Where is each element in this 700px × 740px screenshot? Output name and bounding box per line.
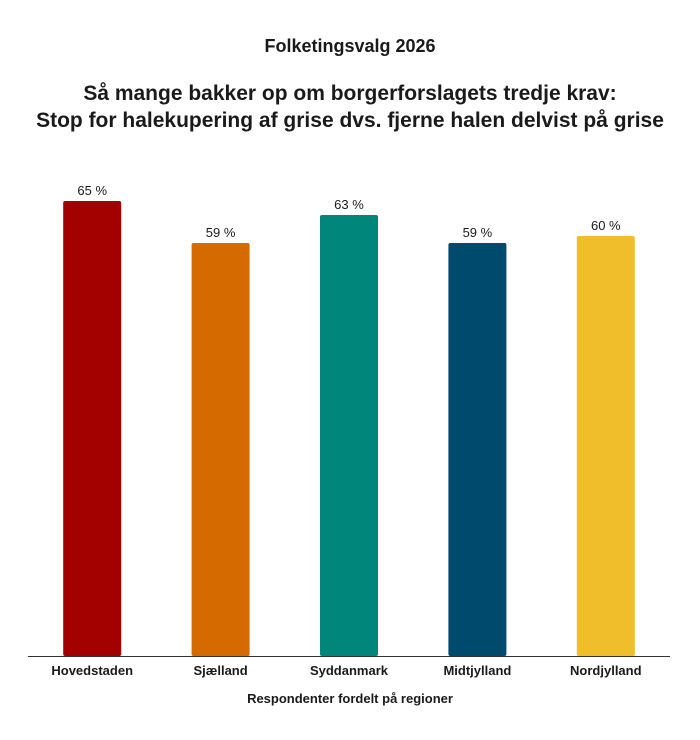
data-label-hovedstaden: 65 % [77,183,107,198]
x-tick-label-hovedstaden: Hovedstaden [51,663,133,678]
x-axis-title: Respondenter fordelt på regioner [247,691,453,706]
bar-hovedstaden [63,201,122,656]
x-tick-label-midtjylland: Midtjylland [443,663,511,678]
x-tick-label-nordjylland: Nordjylland [570,663,642,678]
data-label-midtjylland: 59 % [463,225,493,240]
bar-sj-lland [191,243,250,656]
data-label-nordjylland: 60 % [591,218,621,233]
chart-title-line-1: Så mange bakker op om borgerforslagets t… [83,82,617,105]
data-label-sj-lland: 59 % [206,225,236,240]
chart-supertitle: Folketingsvalg 2026 [264,36,436,56]
chart-title: Så mange bakker op om borgerforslagets t… [0,80,700,134]
bar-midtjylland [448,243,507,656]
chart-title-line-2: Stop for halekupering af grise dvs. fjer… [36,109,664,132]
x-tick-label-syddanmark: Syddanmark [310,663,389,678]
data-label-syddanmark: 63 % [334,197,364,212]
x-tick-label-sj-lland: Sjælland [194,663,248,678]
bar-nordjylland [576,236,635,656]
bar-syddanmark [320,215,378,656]
